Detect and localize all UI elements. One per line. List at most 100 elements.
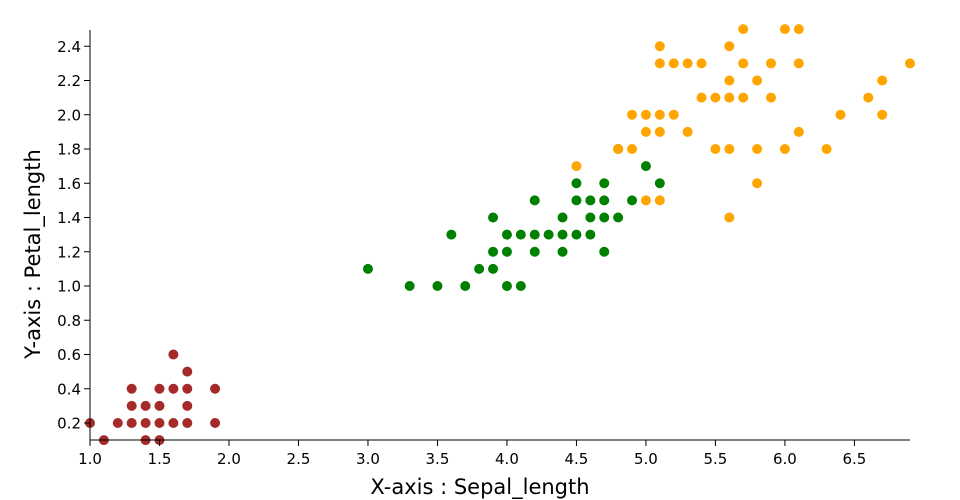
data-point — [682, 58, 693, 69]
data-point — [599, 195, 610, 206]
data-point — [710, 92, 721, 103]
data-point — [126, 400, 137, 411]
series-1 — [362, 144, 665, 291]
data-point — [724, 75, 735, 86]
x-tick-label: 2.0 — [217, 450, 241, 468]
data-point — [515, 281, 526, 291]
y-tick-label: 0.6 — [57, 346, 81, 364]
data-point — [571, 195, 582, 206]
data-point — [182, 366, 193, 377]
y-tick-label: 1.6 — [57, 175, 81, 193]
data-point — [668, 109, 679, 120]
data-point — [766, 92, 777, 103]
data-point — [640, 195, 651, 206]
data-point — [168, 418, 179, 428]
data-point — [362, 263, 373, 274]
data-point — [766, 58, 777, 69]
data-point — [599, 178, 610, 189]
series-2 — [571, 24, 915, 223]
data-point — [877, 109, 888, 120]
data-point — [529, 195, 540, 206]
data-point — [474, 263, 485, 274]
data-point — [627, 109, 638, 120]
data-point — [613, 144, 624, 154]
data-point — [710, 144, 721, 154]
y-tick-label: 0.2 — [57, 415, 81, 433]
data-point — [640, 161, 651, 172]
x-axis-title: X-axis : Sepal_length — [370, 475, 589, 500]
x-tick-label: 4.5 — [565, 450, 589, 468]
x-tick-label: 3.0 — [356, 450, 380, 468]
x-tick-label: 6.5 — [842, 450, 866, 468]
data-point — [793, 58, 804, 69]
data-point — [724, 212, 735, 223]
data-point — [738, 92, 749, 103]
data-point — [557, 246, 568, 257]
data-point — [682, 126, 693, 137]
y-tick-label: 2.4 — [57, 38, 81, 56]
data-point — [140, 400, 151, 411]
data-point — [488, 212, 499, 223]
data-point — [154, 383, 165, 394]
data-point — [738, 58, 749, 69]
x-tick-label: 2.5 — [287, 450, 311, 468]
series-0 — [85, 349, 221, 446]
y-axis: 0.2 0.4 0.6 0.8 1.0 1.2 1.4 1.6 1.8 2.0 2.2 2.4 — [57, 30, 91, 440]
data-point — [585, 212, 596, 223]
data-point — [627, 195, 638, 206]
data-point — [126, 383, 137, 394]
data-point — [210, 418, 221, 428]
data-point — [446, 229, 457, 240]
y-tick-label: 0.8 — [57, 312, 81, 330]
plot-area — [85, 24, 915, 446]
y-tick-label: 2.0 — [57, 106, 81, 124]
data-point — [585, 195, 596, 206]
data-point — [432, 281, 443, 291]
data-point — [752, 178, 763, 189]
y-tick-label: 1.2 — [57, 243, 81, 261]
data-point — [877, 75, 888, 86]
data-point — [585, 229, 596, 240]
data-point — [835, 109, 846, 120]
data-point — [557, 229, 568, 240]
data-point — [654, 41, 665, 52]
data-point — [654, 126, 665, 137]
y-tick-label: 1.0 — [57, 278, 81, 296]
data-point — [529, 229, 540, 240]
data-point — [168, 383, 179, 394]
data-point — [627, 144, 638, 154]
data-point — [488, 246, 499, 257]
data-point — [779, 144, 790, 154]
data-point — [210, 383, 221, 394]
data-point — [543, 229, 554, 240]
data-point — [752, 75, 763, 86]
data-point — [905, 58, 915, 69]
data-point — [154, 418, 165, 428]
data-point — [501, 229, 512, 240]
data-point — [571, 161, 582, 172]
data-point — [724, 144, 735, 154]
data-point — [738, 24, 749, 35]
data-point — [501, 246, 512, 257]
data-point — [668, 58, 679, 69]
data-point — [182, 383, 193, 394]
data-point — [515, 229, 526, 240]
data-point — [613, 212, 624, 223]
data-point — [696, 92, 707, 103]
y-tick-label: 1.4 — [57, 209, 81, 227]
data-point — [488, 263, 499, 274]
data-point — [696, 58, 707, 69]
data-point — [752, 144, 763, 154]
data-point — [654, 58, 665, 69]
x-tick-label: 1.5 — [148, 450, 172, 468]
data-point — [140, 418, 151, 428]
x-tick-label: 6.0 — [773, 450, 797, 468]
x-axis: 1.0 1.5 2.0 2.5 3.0 3.5 4.0 4.5 5.0 5.5 6.0 6.5 — [78, 439, 910, 468]
x-tick-label: 5.5 — [703, 450, 727, 468]
x-tick-label: 4.0 — [495, 450, 519, 468]
x-tick-label: 1.0 — [78, 450, 102, 468]
data-point — [112, 418, 123, 428]
data-point — [126, 418, 137, 428]
data-point — [793, 24, 804, 35]
